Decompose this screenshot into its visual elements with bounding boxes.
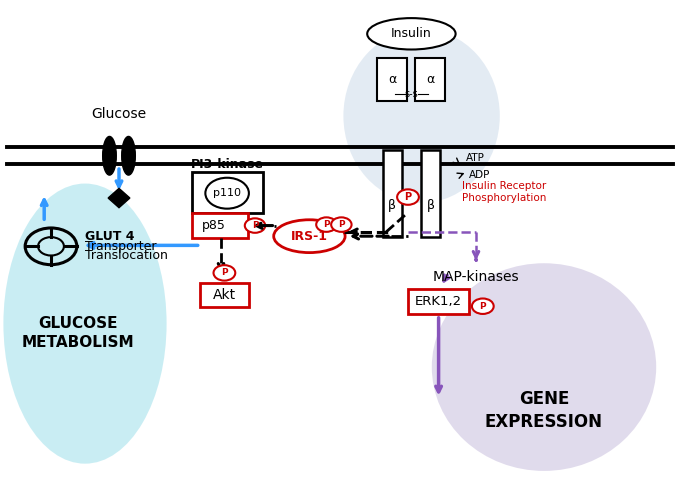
Ellipse shape	[122, 136, 135, 175]
Text: IRS-1: IRS-1	[291, 230, 328, 242]
Text: GLUCOSE
METABOLISM: GLUCOSE METABOLISM	[22, 316, 135, 350]
Text: MAP-kinases: MAP-kinases	[432, 270, 520, 284]
Text: s-s: s-s	[405, 89, 418, 99]
Polygon shape	[108, 188, 130, 208]
Text: ERK1,2: ERK1,2	[415, 295, 462, 308]
Text: P: P	[323, 220, 330, 229]
Text: GLUT 4: GLUT 4	[85, 230, 135, 243]
FancyBboxPatch shape	[200, 283, 249, 307]
FancyBboxPatch shape	[383, 150, 402, 237]
Text: Transporter: Transporter	[85, 240, 156, 253]
Text: Insulin Receptor
Phosphorylation: Insulin Receptor Phosphorylation	[462, 181, 547, 203]
Text: PI3-kinase: PI3-kinase	[191, 158, 265, 171]
Circle shape	[316, 217, 337, 232]
Text: Insulin: Insulin	[391, 28, 432, 40]
Ellipse shape	[3, 184, 167, 464]
Text: Translocation: Translocation	[85, 249, 168, 261]
Text: P: P	[338, 220, 345, 229]
Circle shape	[214, 265, 235, 281]
Circle shape	[245, 218, 265, 233]
Circle shape	[397, 189, 419, 205]
Text: ATP: ATP	[466, 154, 485, 163]
Ellipse shape	[367, 18, 456, 49]
Text: P: P	[479, 302, 486, 311]
Text: P: P	[221, 269, 228, 277]
Ellipse shape	[432, 263, 656, 471]
Text: P: P	[252, 221, 258, 230]
Text: α: α	[426, 73, 435, 85]
Text: β: β	[388, 199, 396, 212]
Text: α: α	[388, 73, 396, 85]
FancyBboxPatch shape	[192, 213, 248, 238]
Text: GENE
EXPRESSION: GENE EXPRESSION	[485, 390, 603, 431]
Circle shape	[205, 178, 249, 209]
Ellipse shape	[274, 220, 345, 253]
Text: p110: p110	[213, 188, 241, 198]
Text: β: β	[426, 199, 435, 212]
FancyBboxPatch shape	[377, 58, 407, 101]
Circle shape	[472, 298, 494, 314]
FancyBboxPatch shape	[408, 289, 469, 314]
FancyBboxPatch shape	[192, 172, 263, 213]
Circle shape	[331, 217, 352, 232]
Text: P: P	[405, 192, 411, 202]
Ellipse shape	[343, 29, 500, 203]
Text: p85: p85	[202, 219, 226, 232]
FancyBboxPatch shape	[415, 58, 445, 101]
Text: Akt: Akt	[213, 288, 236, 301]
Ellipse shape	[103, 136, 116, 175]
FancyBboxPatch shape	[421, 150, 440, 237]
Text: ADP: ADP	[469, 170, 490, 180]
Text: Glucose: Glucose	[91, 107, 147, 121]
